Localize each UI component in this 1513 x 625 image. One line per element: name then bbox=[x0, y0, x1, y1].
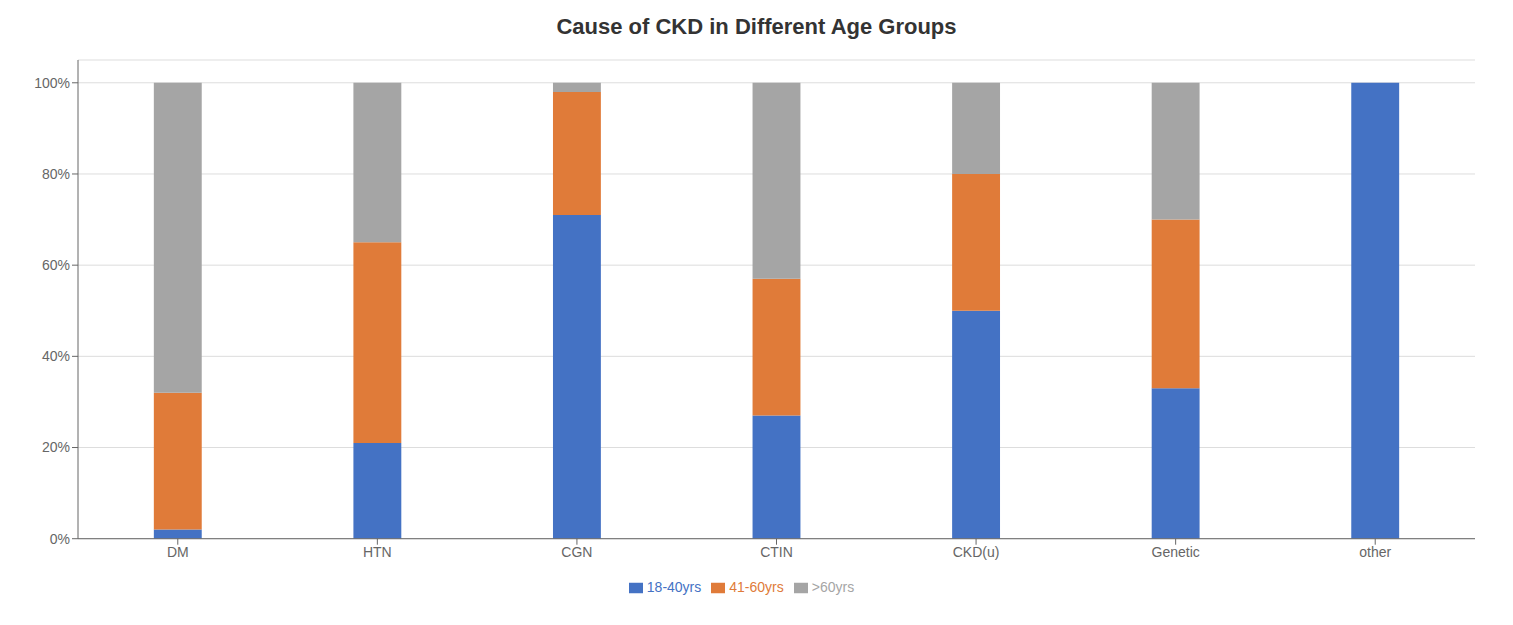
svg-text:80%: 80% bbox=[42, 166, 70, 182]
svg-text:Genetic: Genetic bbox=[1152, 544, 1200, 560]
svg-text:40%: 40% bbox=[42, 348, 70, 364]
svg-text:0%: 0% bbox=[50, 531, 70, 547]
svg-text:DM: DM bbox=[167, 544, 189, 560]
svg-text:CTIN: CTIN bbox=[760, 544, 793, 560]
html-text:>60yrs: >60yrs bbox=[811, 578, 855, 595]
svg-text:HTN: HTN bbox=[363, 544, 392, 560]
svg-text:20%: 20% bbox=[42, 439, 70, 455]
html-text:41-60yrs: 41-60yrs bbox=[729, 578, 784, 595]
svg-text:other: other bbox=[1359, 544, 1391, 560]
svg-text:CKD(u): CKD(u) bbox=[953, 544, 1000, 560]
svg-text:60%: 60% bbox=[42, 257, 70, 273]
html-text:Cause of CKD in Different Age: Cause of CKD in Different Age Groups bbox=[556, 14, 957, 39]
svg-text:CGN: CGN bbox=[561, 544, 592, 560]
svg-text:100%: 100% bbox=[34, 75, 70, 91]
html-text:18-40yrs: 18-40yrs bbox=[646, 578, 702, 595]
